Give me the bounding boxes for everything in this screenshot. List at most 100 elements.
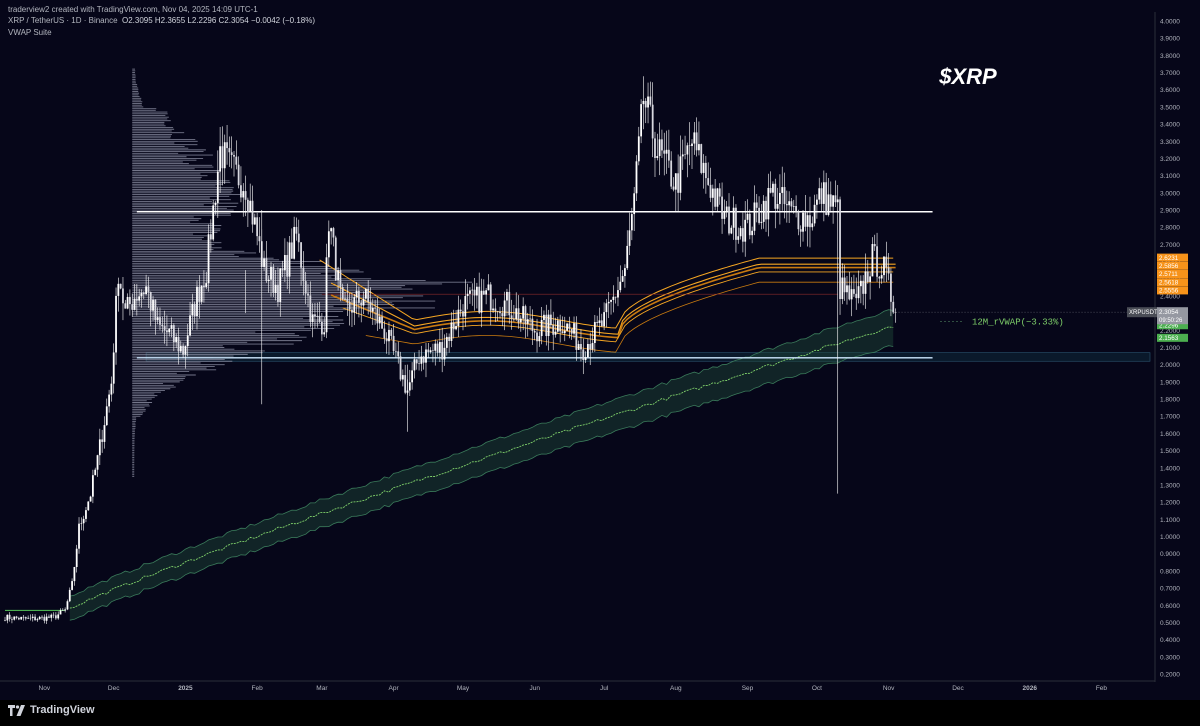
- candle: [17, 616, 20, 621]
- candle-body: [263, 258, 265, 267]
- time-axis[interactable]: Nov Dec 2025 Feb Mar Apr May Jun Jul Aug Sep Oct Nov…: [0, 680, 1155, 692]
- candle: [554, 317, 557, 338]
- time-tick-label: Sep: [742, 685, 754, 692]
- candle: [392, 323, 395, 356]
- candle: [270, 261, 272, 297]
- candle: [552, 311, 555, 351]
- candle: [760, 204, 763, 230]
- candle-body: [644, 100, 647, 108]
- candle: [367, 280, 370, 315]
- candle-body: [512, 319, 515, 320]
- candle-body: [133, 298, 136, 310]
- candle-body: [820, 188, 823, 204]
- candle: [237, 156, 240, 189]
- candle: [135, 284, 138, 316]
- candle: [124, 299, 127, 309]
- candle: [182, 343, 185, 359]
- candle-body: [836, 199, 839, 203]
- candle: [612, 285, 615, 313]
- candle-body: [221, 146, 224, 169]
- candle-body: [714, 188, 717, 207]
- vwap-upper-2: [330, 263, 896, 335]
- candle: [857, 270, 860, 304]
- candle: [172, 323, 175, 352]
- candle: [519, 315, 522, 332]
- candle: [538, 331, 541, 347]
- candle: [20, 616, 23, 620]
- candle: [445, 332, 448, 356]
- rvwap-lower-line: [69, 345, 894, 621]
- candle-body: [878, 276, 881, 279]
- candle-body: [492, 308, 494, 311]
- candle: [43, 614, 46, 624]
- candle-body: [452, 322, 455, 330]
- candle-body: [748, 213, 751, 236]
- candle-body: [707, 178, 710, 185]
- candle: [198, 275, 201, 319]
- candle-body: [848, 285, 851, 300]
- time-tick-label: Jun: [529, 685, 540, 692]
- candle-body: [792, 206, 795, 207]
- candle-body: [182, 345, 185, 355]
- candle: [256, 212, 259, 246]
- candle: [133, 283, 136, 311]
- candle-body: [825, 182, 828, 215]
- candle-body: [892, 301, 895, 313]
- candle-body: [413, 359, 416, 371]
- candle-body: [568, 323, 571, 329]
- candle-body: [80, 523, 83, 524]
- candle-body: [651, 104, 654, 139]
- candle: [510, 299, 513, 330]
- candle-body: [94, 469, 97, 476]
- candle: [105, 398, 108, 426]
- vwap-lower-1: [342, 271, 894, 343]
- candle-body: [737, 236, 740, 240]
- candles: [4, 76, 897, 624]
- candle: [737, 227, 740, 244]
- candle: [429, 347, 432, 354]
- candle: [626, 230, 629, 270]
- candle-body: [288, 242, 291, 277]
- candle-body: [686, 145, 689, 155]
- candle: [413, 352, 416, 379]
- time-tick-label: 2025: [178, 685, 193, 692]
- candle-body: [309, 295, 312, 322]
- candle-body: [43, 616, 46, 621]
- candle-body: [739, 228, 742, 237]
- candle-body: [853, 289, 855, 294]
- candle: [45, 613, 48, 624]
- price-tick-label: 0.2000: [1160, 672, 1180, 679]
- annotations: 12M_rVWAP(−3.33%): [940, 318, 1064, 328]
- candle: [96, 454, 99, 477]
- candle: [119, 283, 122, 290]
- candle: [545, 304, 548, 346]
- candle-body: [561, 331, 564, 334]
- candle-body: [101, 439, 104, 442]
- candle-body: [760, 221, 763, 223]
- candle: [684, 135, 686, 160]
- price-tick-label: 1.7000: [1160, 414, 1180, 421]
- candle: [816, 194, 818, 219]
- candle-body: [612, 296, 615, 300]
- candle-body: [237, 164, 240, 186]
- candle: [184, 345, 187, 369]
- symbol-legend[interactable]: XRP / TetherUS · 1D · Binance O2.3095 H2…: [8, 16, 315, 25]
- candle: [186, 323, 189, 357]
- candle-body: [193, 303, 196, 317]
- tradingview-logo[interactable]: TradingView: [8, 704, 95, 716]
- candle: [457, 295, 460, 338]
- candle-body: [265, 258, 268, 282]
- price-label-bg: [1157, 261, 1188, 270]
- candle: [674, 173, 677, 212]
- horizontal-levels[interactable]: [136, 211, 933, 359]
- candle-body: [422, 356, 425, 363]
- candle: [880, 265, 883, 284]
- candle-body: [429, 350, 432, 353]
- indicator-legend[interactable]: VWAP Suite: [8, 28, 52, 37]
- candle: [223, 134, 226, 185]
- candle: [279, 267, 282, 317]
- candle: [577, 340, 580, 350]
- candle-body: [52, 614, 55, 616]
- candle-body: [545, 314, 548, 337]
